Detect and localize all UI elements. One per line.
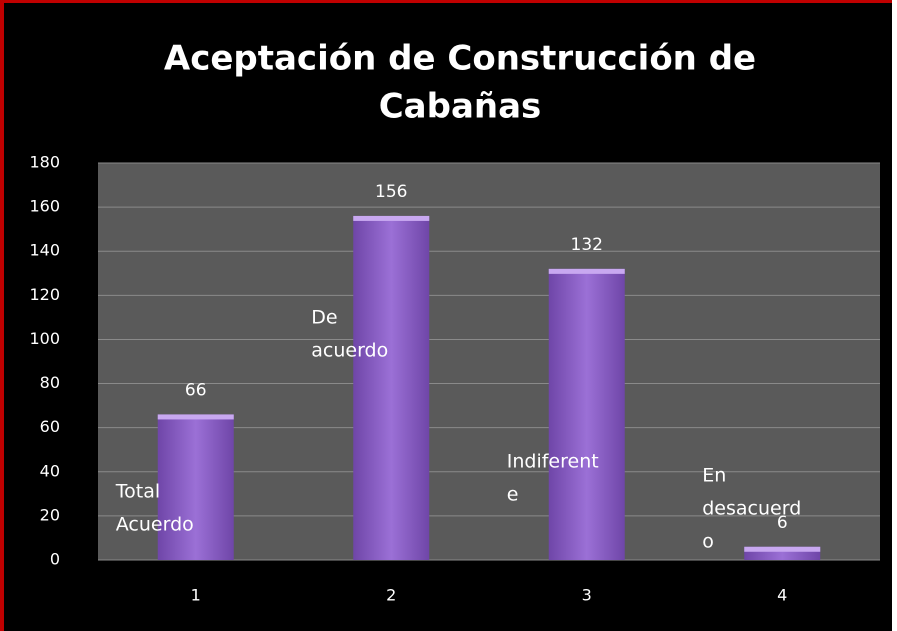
- y-tick-label: 180: [29, 153, 60, 172]
- border-left: [0, 0, 4, 631]
- bar-cap: [744, 546, 821, 552]
- bar-cap: [353, 215, 430, 221]
- annotation: Indiferent: [507, 451, 599, 473]
- annotation: De: [311, 307, 337, 329]
- y-tick-label: 60: [40, 417, 60, 436]
- data-label: 6: [777, 513, 788, 533]
- x-tick-label: 2: [386, 586, 396, 605]
- y-tick-label: 100: [29, 329, 60, 348]
- y-tick-label: 140: [29, 241, 60, 260]
- bar: [548, 268, 625, 560]
- annotation: acuerdo: [311, 340, 388, 362]
- border-top: [0, 0, 892, 3]
- annotation: e: [507, 484, 519, 506]
- data-label: 66: [185, 380, 207, 400]
- y-tick-label: 120: [29, 285, 60, 304]
- y-tick-label: 80: [40, 373, 60, 392]
- y-tick-label: 0: [50, 550, 60, 569]
- x-tick-label: 4: [777, 586, 787, 605]
- y-tick-label: 160: [29, 197, 60, 216]
- y-tick-label: 40: [40, 461, 60, 480]
- chart-title: Cabañas: [379, 87, 542, 127]
- annotation: desacuerd: [702, 498, 801, 520]
- annotation: En: [702, 465, 726, 487]
- bar: [353, 215, 430, 560]
- bar-cap: [157, 414, 234, 420]
- chart-title: Aceptación de Construcción de: [164, 39, 756, 79]
- data-label: 132: [571, 235, 603, 255]
- y-tick-label: 20: [40, 505, 60, 524]
- annotation: o: [702, 531, 714, 553]
- x-tick-label: 3: [582, 586, 592, 605]
- x-tick-label: 1: [191, 586, 201, 605]
- bar-cap: [548, 268, 625, 274]
- annotation: Acuerdo: [116, 514, 194, 536]
- bar: [157, 414, 234, 560]
- data-label: 156: [375, 182, 407, 202]
- annotation: Total: [115, 481, 160, 503]
